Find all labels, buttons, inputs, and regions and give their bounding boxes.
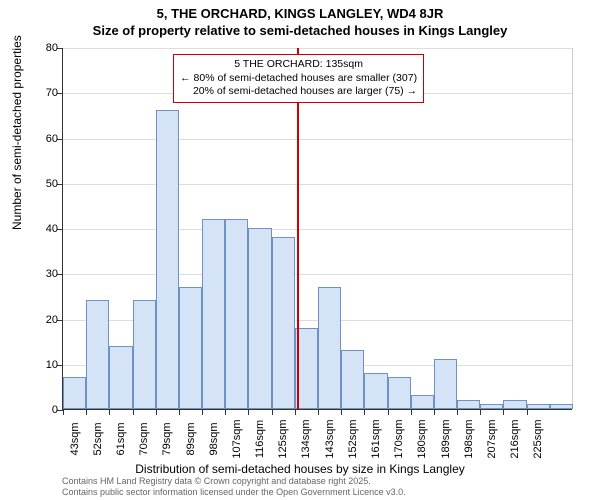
- x-tick: [86, 409, 87, 415]
- histogram-bar: [156, 110, 179, 409]
- x-tick-label: 207sqm: [486, 415, 498, 463]
- callout-line1: ← 80% of semi-detached houses are smalle…: [180, 72, 417, 86]
- x-tick: [527, 409, 528, 415]
- histogram-bar: [364, 373, 387, 409]
- x-tick-label: 134sqm: [300, 415, 312, 463]
- x-tick-label: 189sqm: [440, 415, 452, 463]
- x-tick: [364, 409, 365, 415]
- histogram-bar: [133, 300, 156, 409]
- chart-container: 5, THE ORCHARD, KINGS LANGLEY, WD4 8JR S…: [0, 0, 600, 500]
- x-tick-label: 225sqm: [532, 415, 544, 463]
- x-axis-label: Distribution of semi-detached houses by …: [0, 462, 600, 476]
- footer-attribution: Contains HM Land Registry data © Crown c…: [62, 476, 406, 498]
- histogram-bar: [388, 377, 411, 409]
- y-gridline: [63, 274, 572, 275]
- x-tick: [503, 409, 504, 415]
- histogram-bar: [86, 300, 109, 409]
- y-tick-label: 20: [46, 314, 58, 326]
- x-tick-label: 143sqm: [324, 415, 336, 463]
- y-tick-label: 50: [46, 178, 58, 190]
- x-tick-label: 161sqm: [370, 415, 382, 463]
- x-tick: [133, 409, 134, 415]
- x-tick-label: 107sqm: [231, 415, 243, 463]
- y-tick-label: 0: [52, 404, 58, 416]
- chart-plot-area: 0102030405060708043sqm52sqm61sqm70sqm79s…: [62, 48, 572, 410]
- callout-header: 5 THE ORCHARD: 135sqm: [180, 58, 417, 72]
- chart-title-line1: 5, THE ORCHARD, KINGS LANGLEY, WD4 8JR: [0, 0, 600, 21]
- x-tick-label: 52sqm: [92, 415, 104, 463]
- footer-line2: Contains public sector information licen…: [62, 487, 406, 498]
- callout-line2: 20% of semi-detached houses are larger (…: [180, 85, 417, 99]
- x-tick: [272, 409, 273, 415]
- x-tick: [295, 409, 296, 415]
- y-gridline: [63, 229, 572, 230]
- y-gridline: [63, 139, 572, 140]
- x-tick: [248, 409, 249, 415]
- x-tick-label: 180sqm: [416, 415, 428, 463]
- x-tick-label: 70sqm: [138, 415, 150, 463]
- x-tick-label: 79sqm: [161, 415, 173, 463]
- x-tick: [225, 409, 226, 415]
- footer-line1: Contains HM Land Registry data © Crown c…: [62, 476, 406, 487]
- y-tick-label: 60: [46, 133, 58, 145]
- y-tick-label: 70: [46, 87, 58, 99]
- x-tick-label: 116sqm: [254, 415, 266, 463]
- x-tick-label: 98sqm: [208, 415, 220, 463]
- x-tick: [179, 409, 180, 415]
- histogram-bar: [341, 350, 364, 409]
- histogram-bar: [480, 404, 503, 409]
- y-axis-label: Number of semi-detached properties: [10, 35, 24, 230]
- x-tick: [434, 409, 435, 415]
- x-tick: [341, 409, 342, 415]
- histogram-bar: [318, 287, 341, 409]
- histogram-bar: [202, 219, 225, 409]
- histogram-bar: [225, 219, 248, 409]
- x-tick-label: 89sqm: [185, 415, 197, 463]
- y-tick-label: 40: [46, 223, 58, 235]
- histogram-bar: [179, 287, 202, 409]
- x-tick-label: 216sqm: [509, 415, 521, 463]
- x-tick: [63, 409, 64, 415]
- histogram-bar: [248, 228, 271, 409]
- x-tick-label: 152sqm: [347, 415, 359, 463]
- x-tick: [388, 409, 389, 415]
- right-border: [572, 48, 573, 409]
- y-gridline: [63, 184, 572, 185]
- x-tick-label: 198sqm: [463, 415, 475, 463]
- x-tick: [411, 409, 412, 415]
- histogram-bar: [109, 346, 132, 409]
- x-tick: [480, 409, 481, 415]
- histogram-bar: [527, 404, 550, 409]
- x-tick: [202, 409, 203, 415]
- x-tick-label: 61sqm: [115, 415, 127, 463]
- histogram-bar: [503, 400, 526, 409]
- y-gridline: [63, 48, 572, 49]
- histogram-bar: [272, 237, 295, 409]
- chart-title-line2: Size of property relative to semi-detach…: [0, 21, 600, 38]
- y-tick-label: 30: [46, 268, 58, 280]
- x-tick-label: 125sqm: [277, 415, 289, 463]
- histogram-bar: [550, 404, 573, 409]
- x-tick-label: 170sqm: [393, 415, 405, 463]
- x-tick: [318, 409, 319, 415]
- histogram-bar: [63, 377, 86, 409]
- y-tick-label: 10: [46, 359, 58, 371]
- x-tick: [109, 409, 110, 415]
- callout-box: 5 THE ORCHARD: 135sqm← 80% of semi-detac…: [173, 54, 424, 103]
- x-tick: [156, 409, 157, 415]
- histogram-bar: [411, 395, 434, 409]
- histogram-bar: [457, 400, 480, 409]
- x-tick: [457, 409, 458, 415]
- histogram-bar: [434, 359, 457, 409]
- y-tick-label: 80: [46, 42, 58, 54]
- x-tick-label: 43sqm: [69, 415, 81, 463]
